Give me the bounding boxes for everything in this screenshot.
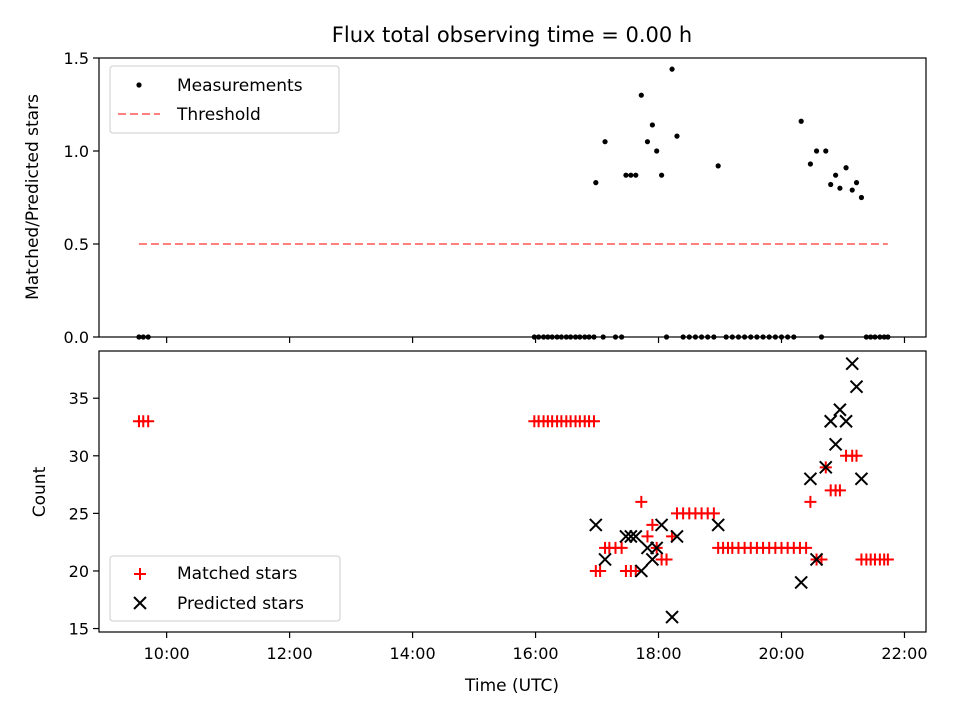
- measurement-point: [823, 148, 829, 154]
- bottom-x-tick-label: 18:00: [635, 644, 681, 663]
- measurement-point: [828, 181, 834, 188]
- top-y-tick-label: 1.5: [64, 49, 89, 68]
- predicted-stars-point: [629, 529, 643, 544]
- top-axes-frame: [98, 57, 927, 338]
- top-chart-title: Flux total observing time = 0.00 h: [332, 23, 692, 47]
- bottom-x-tick-label: 22:00: [881, 644, 927, 663]
- measurement-point: [849, 187, 855, 193]
- measurement-point: [798, 118, 804, 124]
- measurement-point: [649, 122, 655, 128]
- top-legend: Measurements Threshold: [109, 65, 340, 134]
- top-plot-panel: 0.0 0.5 1.0 1.5: [64, 49, 927, 347]
- matched-stars-point: [881, 553, 894, 566]
- measurement-point: [654, 148, 660, 154]
- legend-matched-stars-marker: [134, 568, 146, 580]
- legend-predicted-stars-marker: [133, 596, 147, 610]
- predicted-stars-point: [711, 518, 725, 532]
- predicted-stars-point: [828, 437, 843, 451]
- bottom-y-tick-label: 30: [69, 447, 89, 466]
- measurement-point: [628, 172, 634, 178]
- measurement-point: [669, 66, 675, 72]
- measurement-point: [807, 161, 814, 167]
- predicted-stars-point: [665, 610, 679, 624]
- top-legend-frame: [109, 65, 340, 134]
- predicted-stars-point: [809, 552, 824, 567]
- matched-stars-point: [646, 518, 659, 531]
- predicted-stars-point: [649, 541, 664, 555]
- measurement-point: [837, 185, 843, 191]
- measurement-point: [853, 180, 860, 186]
- matched-stars-point: [660, 553, 673, 566]
- bottom-y-tick-label: 15: [69, 620, 89, 639]
- matched-stars-point: [587, 415, 600, 428]
- measurement-point: [674, 133, 680, 139]
- measurement-point: [638, 92, 644, 98]
- legend-matched-stars-label: Matched stars: [177, 564, 297, 584]
- legend-measurements-marker: [136, 82, 142, 88]
- predicted-stars-point: [634, 564, 649, 578]
- predicted-stars-point: [645, 552, 660, 567]
- bottom-x-tick-label: 16:00: [513, 644, 559, 663]
- predicted-stars-point: [823, 414, 838, 428]
- top-y-tick-label: 1.0: [64, 142, 89, 161]
- top-y-axis-label: Matched/Predicted stars: [23, 94, 43, 300]
- legend-predicted-stars-label: Predicted stars: [177, 594, 304, 614]
- bottom-x-tick-label: 14:00: [390, 644, 436, 663]
- bottom-y-tick-label: 35: [69, 389, 89, 408]
- bottom-legend: Matched stars Predicted stars: [109, 555, 341, 622]
- measurement-point: [833, 172, 839, 178]
- predicted-stars-point: [833, 403, 847, 417]
- bottom-axes-frame: [98, 350, 927, 633]
- predicted-stars-point: [624, 529, 638, 544]
- measurement-point: [644, 139, 651, 145]
- matched-stars-point: [804, 495, 817, 508]
- matched-stars-point: [615, 541, 628, 554]
- matched-stars-point: [629, 564, 642, 577]
- predicted-stars-point: [598, 552, 612, 567]
- legend-threshold-label: Threshold: [176, 105, 261, 125]
- matched-stars-point: [142, 415, 155, 428]
- predicted-stars-point: [794, 575, 808, 590]
- bottom-x-axis-label: Time (UTC): [464, 676, 559, 696]
- bottom-y-tick-label: 20: [69, 562, 89, 581]
- predicted-stars-point: [803, 472, 818, 486]
- matched-stars-point: [707, 507, 720, 520]
- matched-stars-point: [833, 484, 846, 497]
- measurement-point: [813, 148, 820, 154]
- measurement-point: [602, 139, 608, 145]
- predicted-stars-point: [819, 460, 833, 475]
- measurement-point: [593, 180, 599, 186]
- measurement-point: [858, 194, 865, 201]
- bottom-x-tick-label: 20:00: [758, 644, 804, 663]
- matched-stars-point: [594, 564, 607, 577]
- top-y-tick-label: 0.0: [64, 328, 89, 347]
- bottom-y-axis-label: Count: [30, 466, 50, 517]
- measurement-point: [715, 163, 721, 169]
- predicted-stars-point: [839, 414, 853, 428]
- predicted-stars-point: [654, 518, 669, 532]
- measurement-point: [843, 165, 849, 171]
- predicted-stars-point: [619, 529, 633, 544]
- bottom-plot-panel: 10:00 12:00 14:00 16:00 18:00 20:00 22:00 15 20 2…: [69, 350, 928, 663]
- legend-measurements-label: Measurements: [177, 76, 303, 96]
- matched-stars-point: [800, 541, 813, 554]
- predicted-stars-point: [849, 379, 864, 394]
- bottom-legend-frame: [109, 555, 341, 622]
- matched-stars-point: [641, 530, 654, 543]
- bottom-y-tick-label: 25: [69, 504, 89, 523]
- measurement-point: [623, 172, 629, 178]
- top-y-tick-label: 0.5: [64, 235, 89, 254]
- bottom-x-tick-label: 10:00: [144, 644, 190, 663]
- predicted-stars-point: [670, 529, 684, 544]
- measurement-point: [659, 172, 665, 178]
- predicted-stars-point: [589, 518, 603, 532]
- predicted-stars-point: [854, 472, 869, 486]
- matched-stars-point: [635, 495, 648, 508]
- measurement-point: [633, 172, 639, 178]
- matched-stars-point: [850, 449, 863, 462]
- bottom-x-tick-label: 12:00: [267, 644, 313, 663]
- predicted-stars-point: [845, 356, 859, 371]
